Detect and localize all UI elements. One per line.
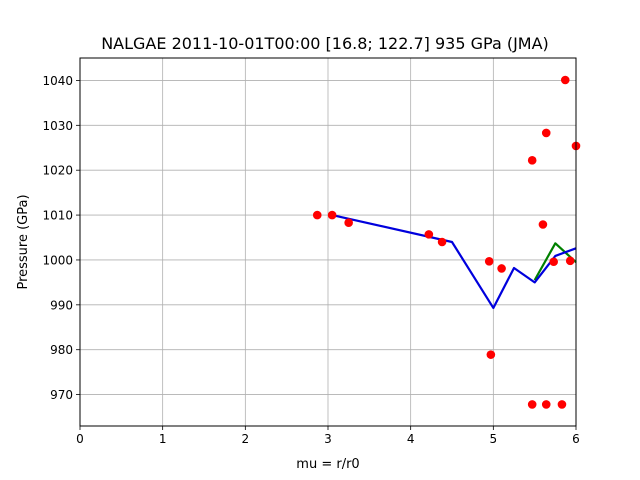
data-point — [566, 257, 575, 266]
data-point — [497, 264, 506, 273]
data-point — [528, 156, 537, 165]
data-point — [528, 400, 537, 409]
data-point — [487, 350, 496, 359]
data-point — [549, 257, 558, 266]
data-point — [542, 400, 551, 409]
x-tick-label: 0 — [76, 432, 84, 446]
y-tick-label: 1040 — [42, 74, 73, 88]
data-point — [313, 211, 322, 220]
y-tick-label: 1030 — [42, 119, 73, 133]
data-point — [438, 238, 447, 247]
y-tick-label: 990 — [50, 298, 73, 312]
x-tick-label: 2 — [242, 432, 250, 446]
y-tick-label: 980 — [50, 343, 73, 357]
y-tick-label: 970 — [50, 388, 73, 402]
x-tick-label: 3 — [324, 432, 332, 446]
y-tick-label: 1000 — [42, 253, 73, 267]
y-tick-label: 1010 — [42, 209, 73, 223]
x-tick-label: 6 — [572, 432, 580, 446]
x-tick-label: 5 — [490, 432, 498, 446]
x-tick-label: 1 — [159, 432, 167, 446]
x-tick-label: 4 — [407, 432, 415, 446]
data-point — [328, 211, 337, 220]
data-point — [558, 400, 567, 409]
y-axis-label: Pressure (GPa) — [16, 194, 31, 289]
data-point — [539, 220, 548, 229]
data-point — [542, 129, 551, 138]
data-point — [485, 257, 494, 266]
x-axis-label: mu = r/r0 — [296, 457, 359, 472]
chart-title: NALGAE 2011-10-01T00:00 [16.8; 122.7] 93… — [101, 34, 549, 53]
data-point — [425, 230, 434, 239]
y-tick-label: 1020 — [42, 164, 73, 178]
data-point — [344, 218, 353, 227]
data-point — [561, 76, 570, 85]
